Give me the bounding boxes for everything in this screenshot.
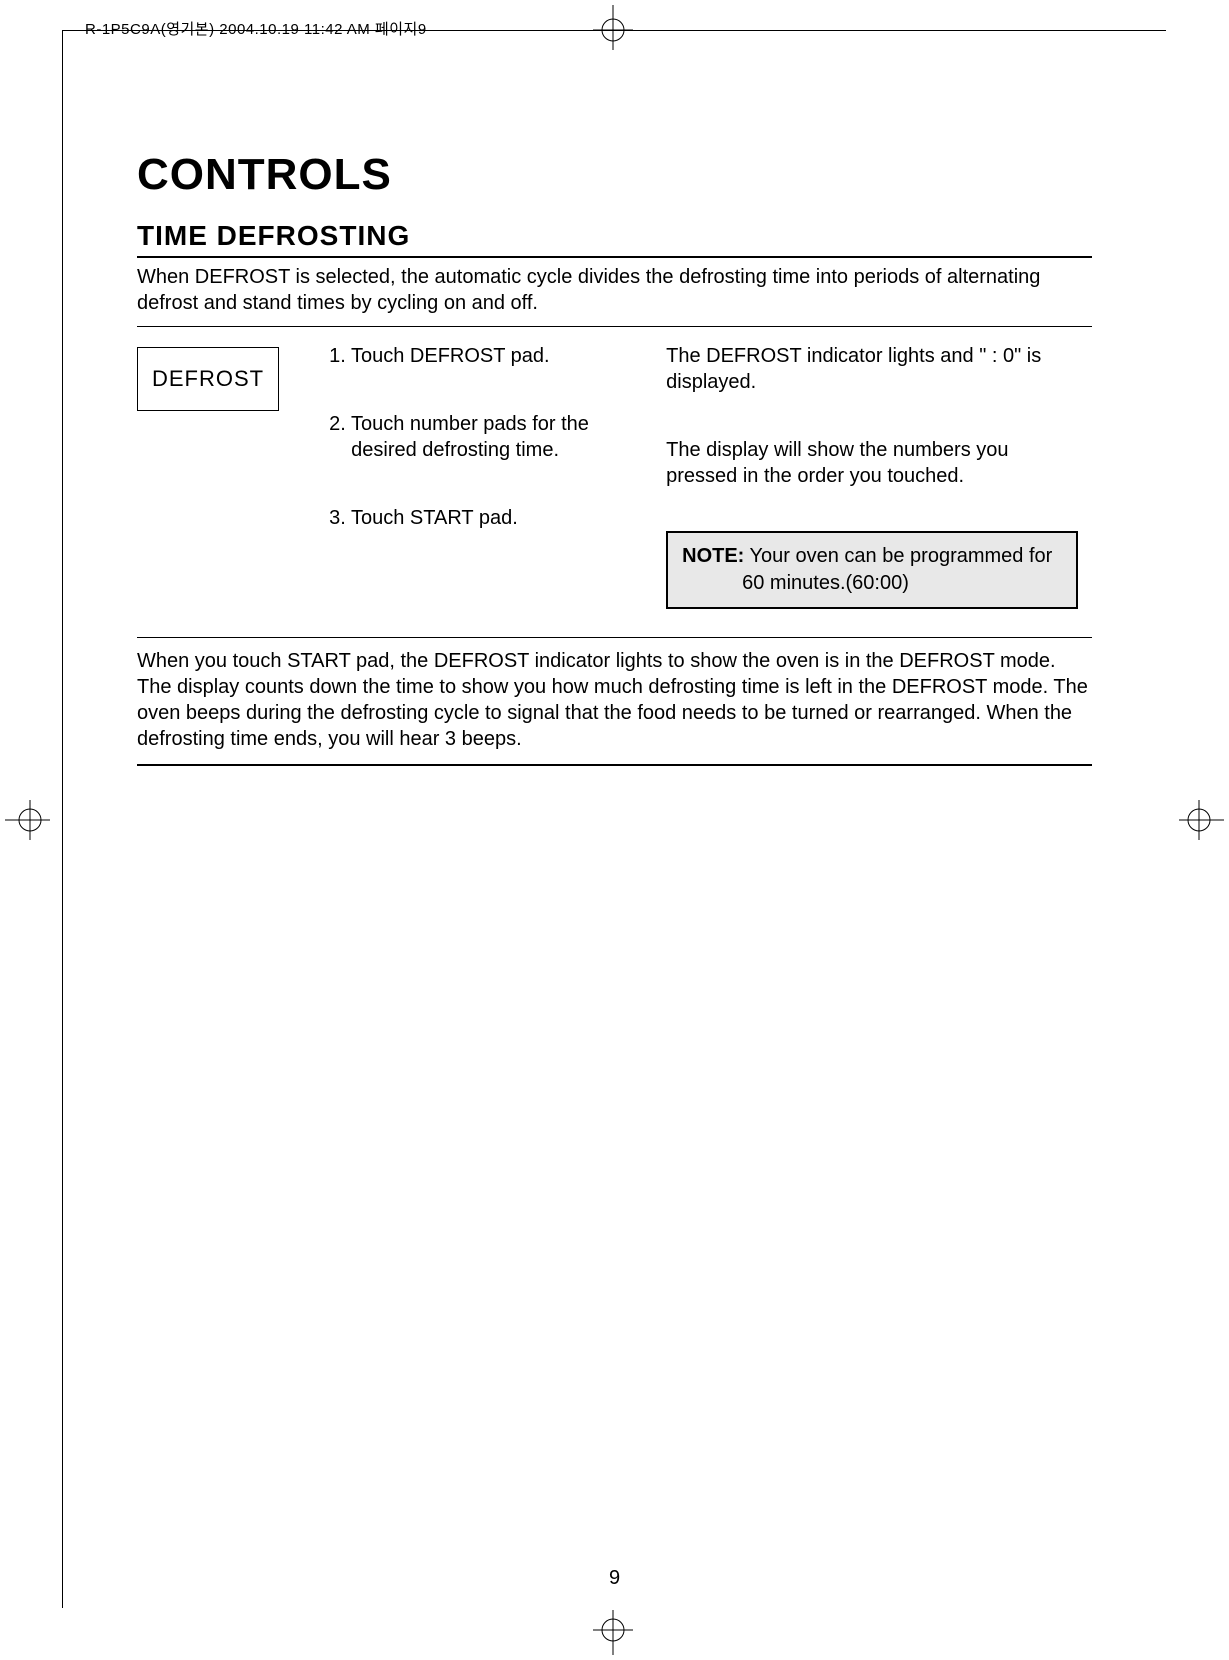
page-content: CONTROLS TIME DEFROSTING When DEFROST is… xyxy=(137,150,1092,766)
descriptions-column: The DEFROST indicator lights and " : 0" … xyxy=(666,343,1066,609)
step-3: 3. Touch START pad. xyxy=(329,505,614,531)
note-text-1: Your oven can be programmed for xyxy=(744,545,1052,567)
step-2-line2: desired defrosting time. xyxy=(329,437,614,463)
desc-2: The display will show the numbers you pr… xyxy=(666,437,1066,489)
registration-mark-icon xyxy=(0,795,50,845)
desc-1: The DEFROST indicator lights and " : 0" … xyxy=(666,343,1066,395)
step-2-line1: 2. Touch number pads for the xyxy=(329,411,614,437)
intro-paragraph: When DEFROST is selected, the automatic … xyxy=(137,264,1092,327)
steps-column: 1. Touch DEFROST pad. 2. Touch number pa… xyxy=(329,343,614,531)
step-1: 1. Touch DEFROST pad. xyxy=(329,343,614,369)
closing-paragraph: When you touch START pad, the DEFROST in… xyxy=(137,637,1092,766)
registration-mark-icon xyxy=(1179,795,1229,845)
page-number: 9 xyxy=(609,1567,620,1590)
step-2: 2. Touch number pads for the desired def… xyxy=(329,411,614,463)
section-subtitle: TIME DEFROSTING xyxy=(137,220,1092,258)
note-text-2: 60 minutes.(60:00) xyxy=(682,570,1062,597)
note-label: NOTE: xyxy=(682,545,744,567)
note-box: NOTE: Your oven can be programmed for 60… xyxy=(666,531,1078,609)
defrost-button-graphic: DEFROST xyxy=(137,347,279,411)
page-title: CONTROLS xyxy=(137,150,1092,200)
registration-mark-icon xyxy=(588,1610,638,1660)
steps-section: DEFROST 1. Touch DEFROST pad. 2. Touch n… xyxy=(137,343,1092,609)
